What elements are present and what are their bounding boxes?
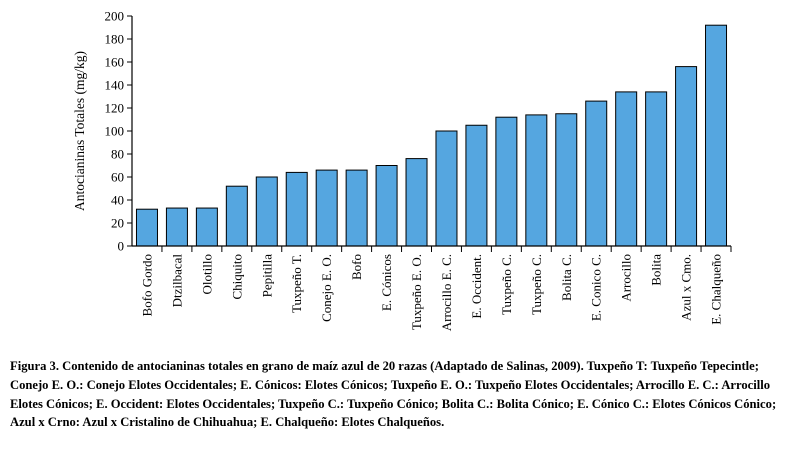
bar xyxy=(345,169,368,247)
bar xyxy=(675,66,698,247)
x-tick-label: Chiquito xyxy=(229,254,244,300)
x-tick-label: Tuxpeño C. xyxy=(529,254,544,315)
bar xyxy=(255,176,278,247)
bar xyxy=(585,100,608,247)
y-tick-label: 20 xyxy=(111,216,124,231)
y-tick-label: 80 xyxy=(111,147,124,162)
y-tick-label: 180 xyxy=(105,32,125,47)
x-tick-label: Arrocillo xyxy=(619,254,634,302)
bar xyxy=(615,91,638,247)
x-tick-label: E. Occident. xyxy=(469,254,484,319)
bar xyxy=(465,124,488,247)
x-tick-label: E. Chalqueño xyxy=(709,254,724,325)
bar xyxy=(705,24,728,247)
x-tick-label: E. Conico C. xyxy=(589,254,604,321)
x-tick-label: Olotillo xyxy=(199,254,214,294)
bar xyxy=(645,91,668,247)
bar xyxy=(525,114,548,247)
bar-chart: 0 20 40 60 80 100 120 140 160 180 200 Antocianinas … xyxy=(72,9,732,331)
bar xyxy=(135,208,158,247)
x-tick-label: Tuxpeño C. xyxy=(499,254,514,315)
bar xyxy=(165,207,188,247)
x-tick-label: Pepitilla xyxy=(259,254,274,298)
y-tick-label: 140 xyxy=(105,78,125,93)
x-tick-label: Bofo Gordo xyxy=(139,254,154,316)
x-tick-label: Bolita xyxy=(649,254,664,286)
x-tick-label: Azul x Cmo. xyxy=(679,254,694,321)
x-tick-label: Bofo xyxy=(349,254,364,280)
x-tick-label: Conejo E. O. xyxy=(319,254,334,322)
bar xyxy=(375,165,398,247)
y-axis-label: Antocianinas Totales (mg/kg) xyxy=(72,51,87,211)
y-tick-label: 160 xyxy=(105,55,125,70)
x-tick-label: Bolita C. xyxy=(559,254,574,301)
x-tick-label: Tuxpeño T. xyxy=(289,254,304,313)
y-tick-label: 100 xyxy=(105,124,125,139)
bar xyxy=(495,116,518,247)
x-tick-label: Arrocillo E. C. xyxy=(439,254,454,331)
bar xyxy=(195,207,218,247)
x-tick-label: E. Cónicos xyxy=(379,254,394,311)
y-tick-label: 60 xyxy=(111,170,124,185)
bar xyxy=(315,169,338,247)
y-tick-label: 0 xyxy=(118,239,125,254)
bar xyxy=(225,185,248,247)
bar xyxy=(555,113,578,247)
x-tick-label: Tuxpeño E. O. xyxy=(409,254,424,330)
bar xyxy=(285,171,308,247)
y-tick-label: 200 xyxy=(105,9,125,24)
figure-caption: Figura 3. Contenido de antocianinas tota… xyxy=(10,359,777,430)
bar xyxy=(405,158,428,247)
bar xyxy=(435,130,458,247)
y-tick-label: 120 xyxy=(105,101,125,116)
y-tick-label: 40 xyxy=(111,193,124,208)
x-tick-label: Dtzilbacal xyxy=(169,254,184,308)
